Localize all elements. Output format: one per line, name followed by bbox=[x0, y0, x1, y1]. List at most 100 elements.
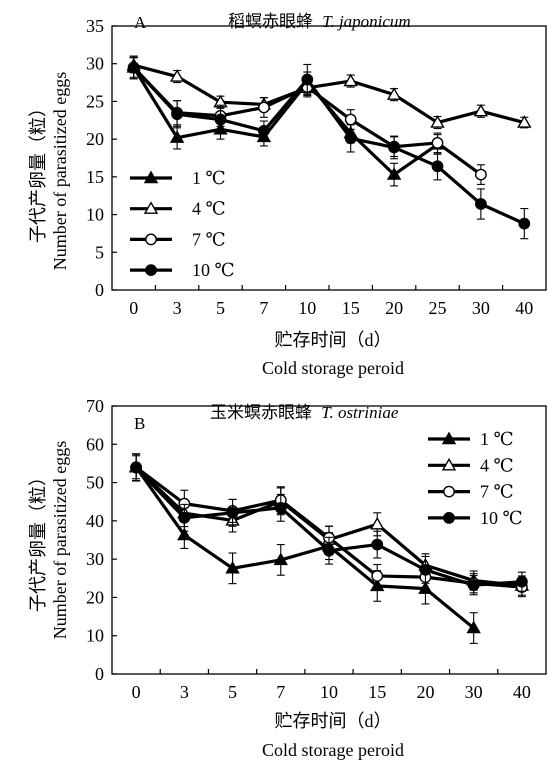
y-axis-label-cn-b: 子代产卵量（粒） bbox=[28, 468, 48, 612]
legend-label: 4 ℃ bbox=[192, 199, 226, 219]
data-point bbox=[386, 87, 402, 100]
data-point bbox=[466, 620, 481, 634]
legend-b: 1 ℃ 4 ℃ 7 ℃ 10 ℃ bbox=[428, 429, 523, 528]
x-tick-label: 10 bbox=[320, 682, 338, 702]
series-b-1 bbox=[128, 453, 481, 644]
data-point bbox=[371, 570, 384, 582]
data-point bbox=[467, 579, 480, 592]
panel-b: B 玉米螟赤眼蜂 T. ostriniae 0 10 20 30 40 50 60 70 0 3… bbox=[28, 396, 547, 760]
x-tick-label: 15 bbox=[368, 682, 386, 702]
data-point bbox=[225, 560, 240, 574]
series-b-2 bbox=[128, 455, 530, 596]
plot-border-a bbox=[111, 25, 547, 291]
data-point bbox=[431, 137, 444, 149]
data-point bbox=[323, 544, 335, 557]
y-axis-label-en-b: Number of parasitized eggs bbox=[50, 441, 70, 639]
data-point bbox=[344, 113, 357, 126]
data-point bbox=[515, 575, 528, 588]
legend-marker bbox=[143, 170, 159, 184]
chart-title-b-species: T. ostriniae bbox=[321, 403, 399, 422]
panel-label-a: A bbox=[134, 13, 147, 32]
x-tick-label: 3 bbox=[180, 682, 189, 702]
series-a-2 bbox=[126, 57, 532, 130]
y-axis-label-cn-a: 子代产卵量（粒） bbox=[28, 99, 48, 243]
legend-a: 1 ℃ 4 ℃ 7 ℃ 10 ℃ bbox=[130, 168, 235, 280]
y-tick-label: 25 bbox=[86, 91, 104, 111]
chart-title-a-species: T. japonicum bbox=[322, 12, 410, 31]
x-tick-label: 20 bbox=[416, 682, 434, 702]
y-tick-label: 70 bbox=[86, 396, 104, 416]
y-tick-label: 0 bbox=[95, 280, 104, 300]
data-point bbox=[474, 198, 487, 210]
x-tick-label: 10 bbox=[298, 298, 316, 318]
data-point bbox=[371, 538, 384, 551]
data-point bbox=[419, 563, 432, 576]
y-tick-label: 5 bbox=[95, 242, 104, 262]
series-group-b bbox=[128, 453, 530, 644]
legend-label: 1 ℃ bbox=[480, 429, 514, 449]
chart-title-b: 玉米螟赤眼蜂 T. ostriniae bbox=[210, 403, 399, 422]
data-point bbox=[386, 167, 402, 180]
plot-frame-a bbox=[111, 25, 547, 291]
data-point bbox=[177, 527, 192, 541]
series-group-a bbox=[126, 55, 532, 240]
data-point bbox=[430, 115, 445, 128]
series-line-a-4 bbox=[132, 66, 525, 226]
data-point bbox=[473, 103, 489, 117]
x-tick-label: 0 bbox=[129, 298, 138, 318]
chart-title-a-cn: 稻螟赤眼蜂 bbox=[228, 12, 313, 31]
y-axis-label-en-a: Number of parasitized eggs bbox=[50, 72, 70, 270]
series-line-b-1 bbox=[134, 466, 475, 630]
chart-title-b-cn: 玉米螟赤眼蜂 bbox=[210, 403, 312, 422]
x-axis-label-en-b: Cold storage peroid bbox=[262, 740, 404, 760]
x-tick-label: 3 bbox=[173, 298, 182, 318]
series-a-4 bbox=[127, 55, 531, 240]
x-tick-label: 5 bbox=[228, 682, 237, 702]
data-point bbox=[130, 461, 143, 474]
data-point bbox=[178, 511, 191, 524]
legend-marker bbox=[441, 431, 457, 445]
legend-marker bbox=[145, 233, 157, 246]
data-point bbox=[273, 552, 288, 566]
y-tick-label: 20 bbox=[86, 129, 104, 149]
series-line-a-1 bbox=[132, 66, 439, 177]
data-point bbox=[127, 61, 140, 74]
x-axis-a: 0 3 5 7 10 15 20 25 30 40 bbox=[129, 285, 533, 318]
legend-label: 1 ℃ bbox=[192, 168, 226, 188]
y-tick-label: 30 bbox=[86, 549, 104, 569]
data-point bbox=[171, 108, 184, 121]
legend-marker bbox=[443, 485, 455, 498]
legend-marker bbox=[145, 264, 157, 276]
data-point bbox=[370, 516, 385, 530]
legend-label: 7 ℃ bbox=[192, 229, 226, 249]
data-point bbox=[274, 501, 287, 514]
data-point bbox=[214, 113, 227, 126]
x-tick-label: 20 bbox=[385, 298, 403, 318]
legend-label: 10 ℃ bbox=[192, 260, 235, 280]
legend-marker bbox=[443, 512, 455, 524]
series-b-3 bbox=[130, 453, 528, 598]
panel-label-b: B bbox=[134, 414, 145, 433]
x-tick-label: 7 bbox=[259, 298, 268, 318]
x-axis-label-en-a: Cold storage peroid bbox=[262, 358, 404, 378]
y-tick-label: 50 bbox=[86, 473, 104, 493]
x-axis-b: 0 3 5 7 10 15 20 30 40 bbox=[132, 669, 531, 702]
data-point bbox=[257, 124, 270, 137]
legend-label: 4 ℃ bbox=[480, 455, 514, 475]
series-b-4 bbox=[130, 453, 528, 596]
data-point bbox=[301, 73, 314, 86]
legend-marker bbox=[441, 457, 457, 471]
y-tick-label: 0 bbox=[95, 664, 104, 684]
y-tick-label: 40 bbox=[86, 511, 104, 531]
data-point bbox=[388, 141, 400, 154]
chart-title-a: 稻螟赤眼蜂 T. japonicum bbox=[228, 12, 411, 31]
data-point bbox=[343, 73, 358, 87]
data-point bbox=[431, 160, 444, 173]
y-tick-label: 30 bbox=[86, 54, 104, 74]
x-tick-label: 7 bbox=[276, 682, 285, 702]
y-axis-a: 0 5 10 15 20 25 30 35 bbox=[86, 16, 117, 300]
legend-label: 7 ℃ bbox=[480, 482, 514, 502]
y-tick-label: 20 bbox=[86, 587, 104, 607]
